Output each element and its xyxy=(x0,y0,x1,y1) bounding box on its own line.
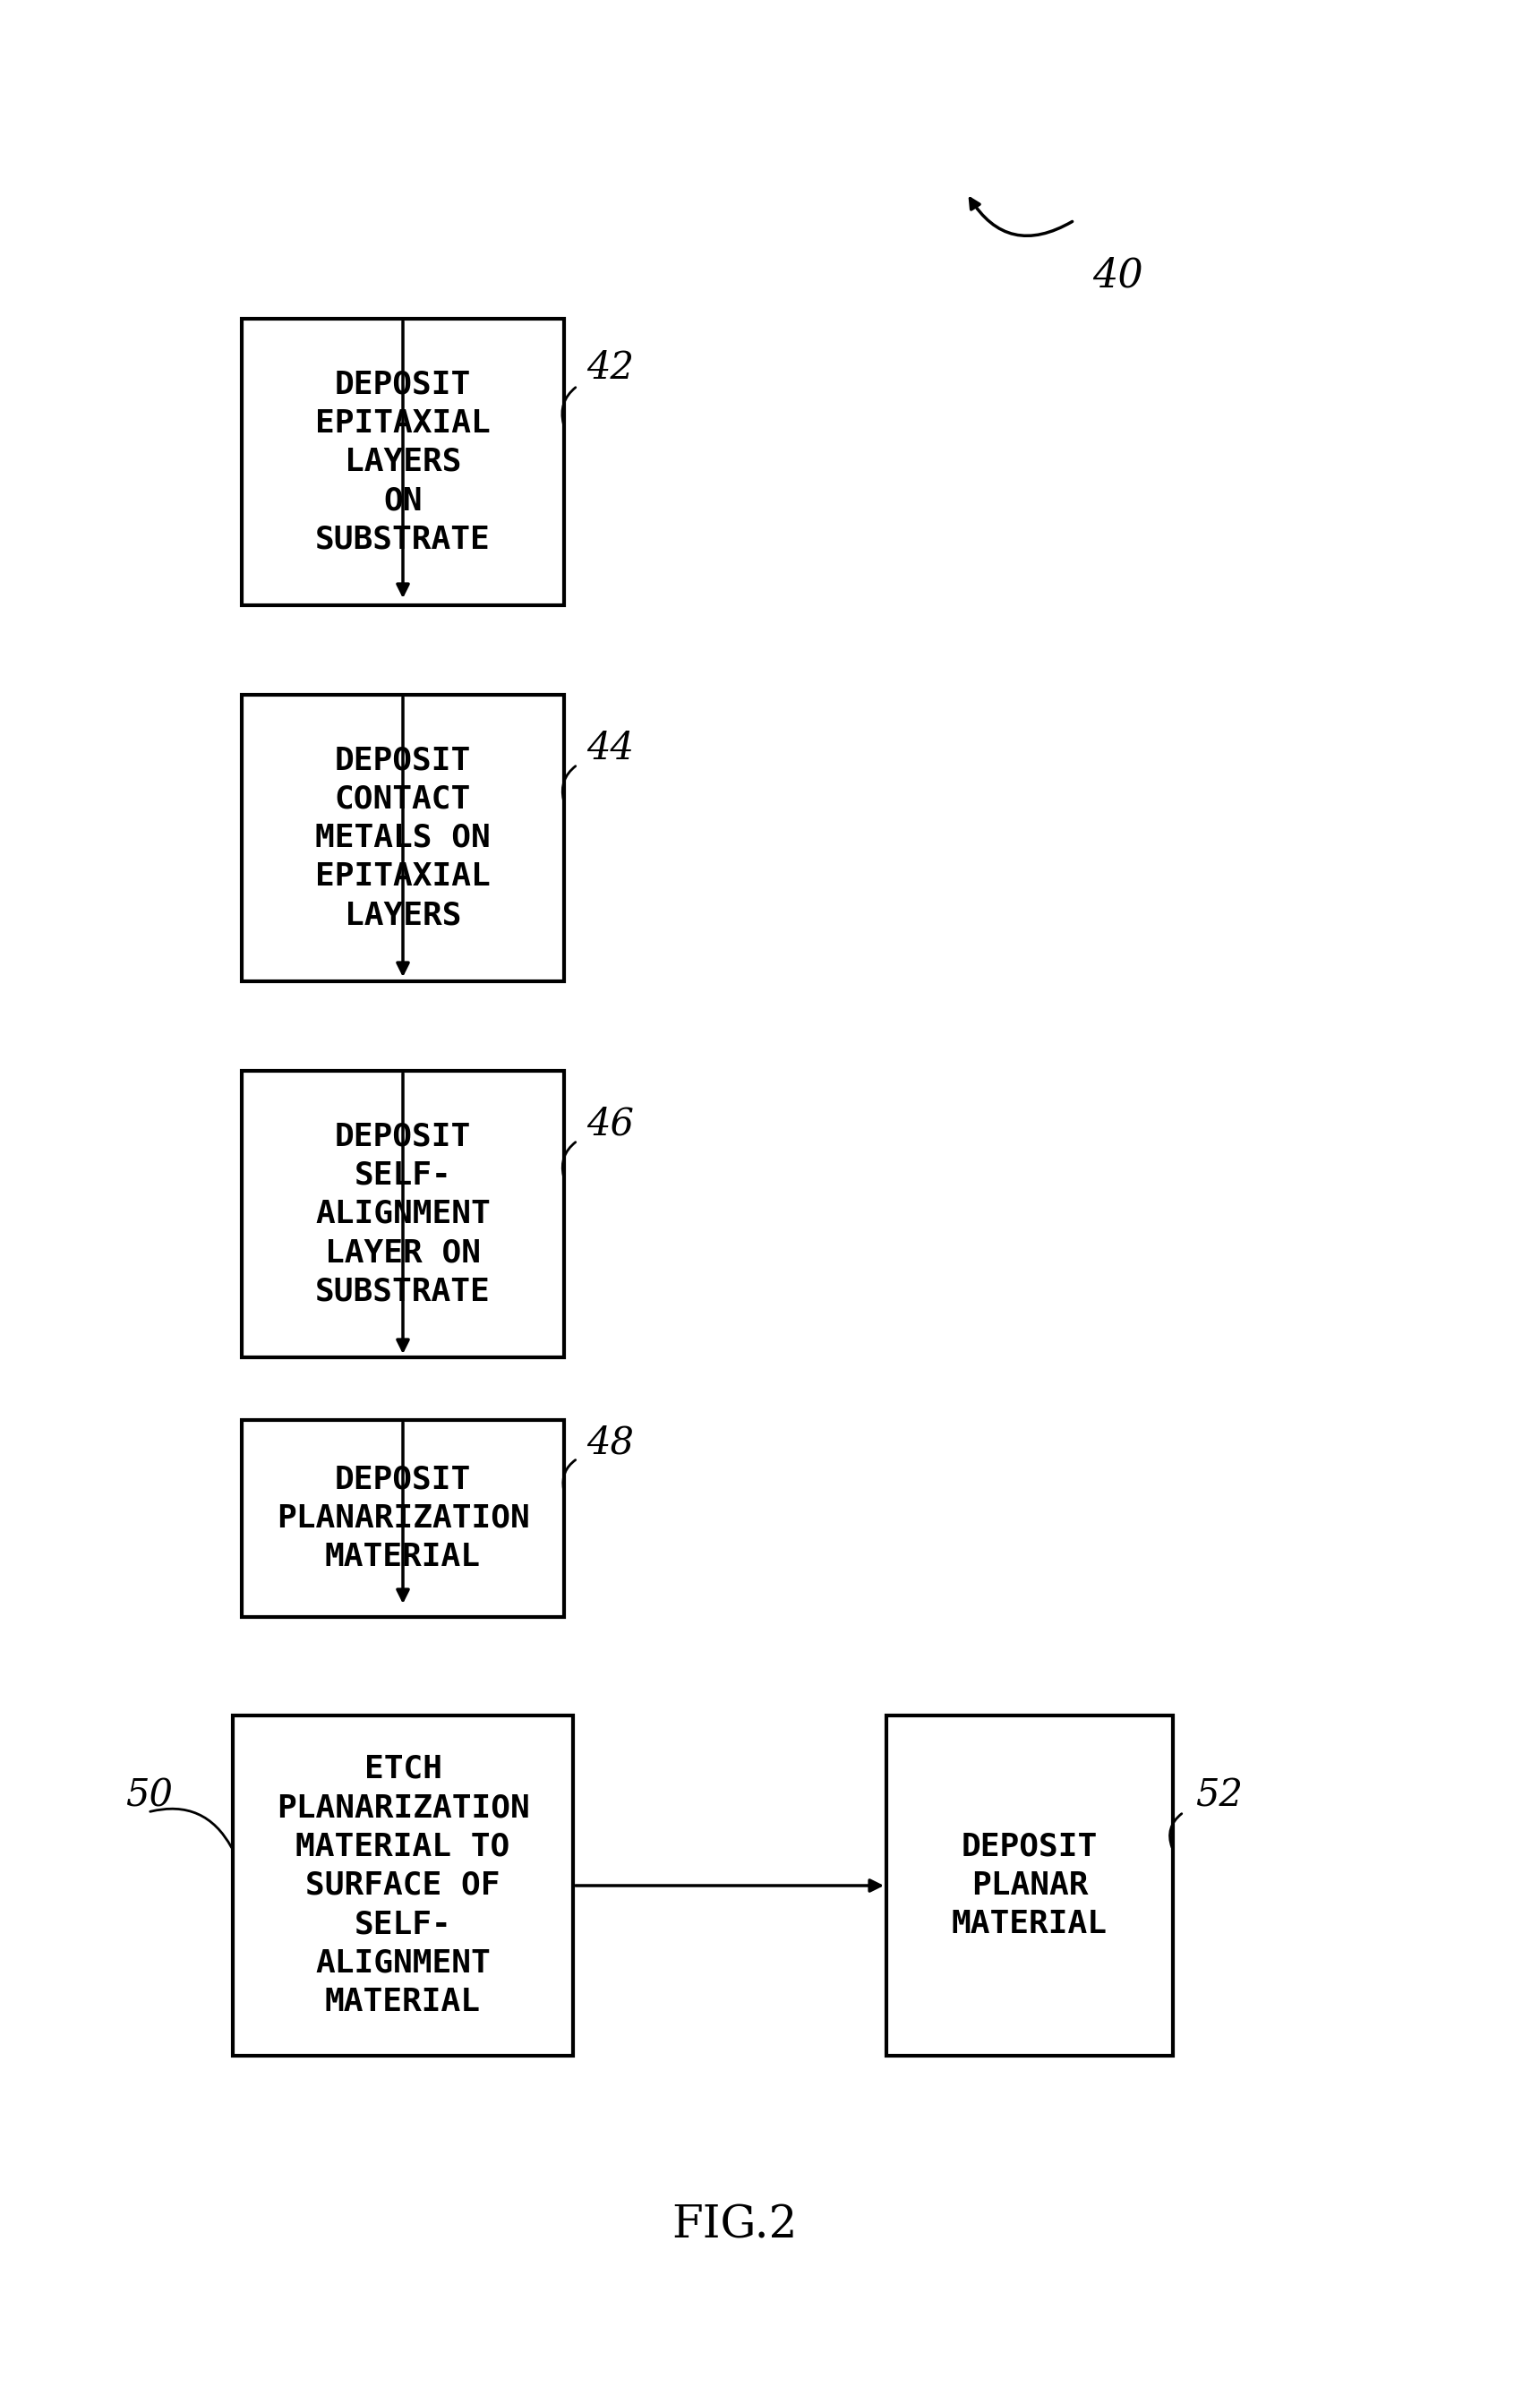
Text: DEPOSIT
EPITAXIAL
LAYERS
ON
SUBSTRATE: DEPOSIT EPITAXIAL LAYERS ON SUBSTRATE xyxy=(316,370,491,556)
Bar xyxy=(242,320,564,606)
Bar xyxy=(887,1716,1173,2055)
Text: DEPOSIT
PLANARIZATION
MATERIAL: DEPOSIT PLANARIZATION MATERIAL xyxy=(276,1463,530,1573)
Text: 52: 52 xyxy=(1195,1778,1243,1814)
Text: 46: 46 xyxy=(587,1105,634,1143)
Bar xyxy=(242,695,564,981)
Text: ETCH
PLANARIZATION
MATERIAL TO
SURFACE OF
SELF-
ALIGNMENT
MATERIAL: ETCH PLANARIZATION MATERIAL TO SURFACE O… xyxy=(276,1754,530,2017)
Bar xyxy=(242,1420,564,1616)
Text: DEPOSIT
SELF-
ALIGNMENT
LAYER ON
SUBSTRATE: DEPOSIT SELF- ALIGNMENT LAYER ON SUBSTRA… xyxy=(316,1122,491,1308)
Text: DEPOSIT
CONTACT
METALS ON
EPITAXIAL
LAYERS: DEPOSIT CONTACT METALS ON EPITAXIAL LAYE… xyxy=(316,745,491,931)
Text: 44: 44 xyxy=(587,730,634,766)
Text: 48: 48 xyxy=(587,1423,634,1461)
Bar xyxy=(242,1072,564,1358)
Text: 50: 50 xyxy=(125,1778,172,1814)
Text: 42: 42 xyxy=(587,349,634,387)
Text: FIG.2: FIG.2 xyxy=(671,2203,798,2249)
Text: 40: 40 xyxy=(1092,255,1143,294)
Bar xyxy=(233,1716,573,2055)
Text: DEPOSIT
PLANAR
MATERIAL: DEPOSIT PLANAR MATERIAL xyxy=(952,1831,1107,1941)
